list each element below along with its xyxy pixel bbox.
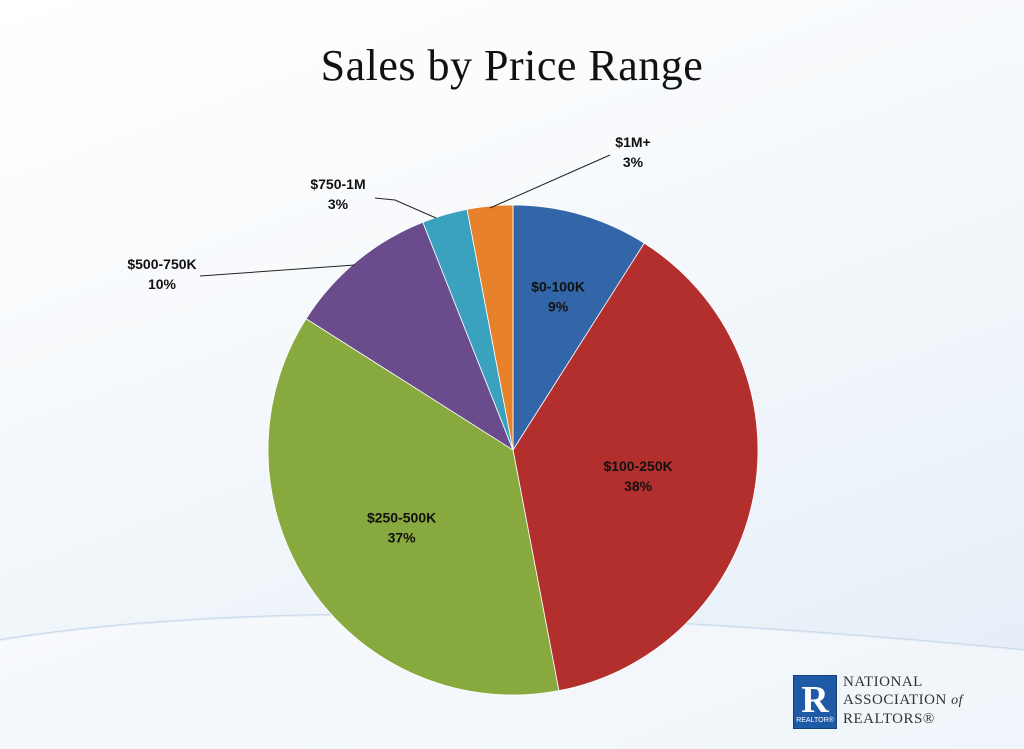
slice-category-label: $0-100K <box>531 279 585 295</box>
leader-line <box>199 264 356 277</box>
chart-title: Sales by Price Range <box>320 41 704 90</box>
logo-line-2-of: of <box>951 693 963 708</box>
pie-slice <box>305 221 514 451</box>
logo-line-2-main: ASSOCIATION <box>843 692 947 708</box>
pie-slice <box>466 204 514 451</box>
logo-mark-letter: R <box>801 679 829 721</box>
pie-slice <box>512 204 645 452</box>
logo-line-1: NATIONAL <box>843 674 923 690</box>
slice-category-label: $250-500K <box>367 510 436 526</box>
nar-logo: R REALTOR® NATIONAL ASSOCIATION of REALT… <box>793 673 993 733</box>
slice-category-label: $100-250K <box>603 458 672 474</box>
leader-line <box>374 197 437 219</box>
slice-percent-label: 3% <box>328 196 349 212</box>
realtor-r-logo-icon: R REALTOR® <box>793 675 837 729</box>
slice-category-label: $500-750K <box>127 256 196 272</box>
slice-category-label: $750-1M <box>310 176 365 192</box>
slice-percent-label: 10% <box>148 276 177 292</box>
logo-mark-subtext: REALTOR® <box>796 717 834 724</box>
pie-slice <box>267 318 560 696</box>
pie-slice <box>512 242 759 692</box>
logo-wordmark: NATIONAL ASSOCIATION of REALTORS® <box>843 673 963 728</box>
slice-percent-label: 3% <box>623 154 644 170</box>
slice-category-label: $1M+ <box>615 134 650 150</box>
slice-percent-label: 38% <box>624 478 653 494</box>
logo-line-3: REALTORS® <box>843 711 935 727</box>
leader-line <box>489 154 611 209</box>
logo-line-2: ASSOCIATION of <box>843 691 963 710</box>
slice-percent-label: 9% <box>548 299 569 315</box>
slice-percent-label: 37% <box>388 530 417 546</box>
